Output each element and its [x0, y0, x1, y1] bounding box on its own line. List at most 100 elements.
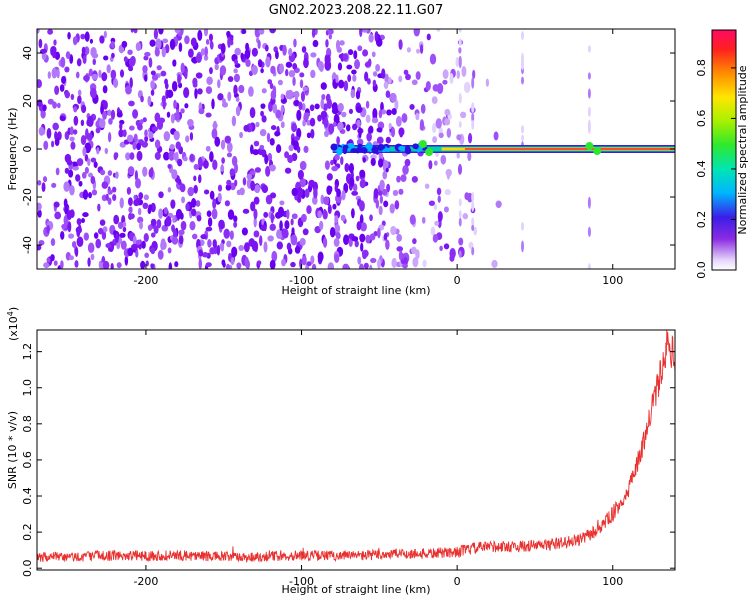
noise-speckle — [385, 136, 391, 144]
noise-speckle — [84, 31, 90, 42]
noise-speckle — [467, 151, 472, 162]
noise-speckle — [205, 112, 212, 118]
noise-speckle — [473, 226, 478, 236]
noise-speckle — [251, 47, 258, 57]
noise-speckle — [83, 46, 90, 56]
noise-speckle — [327, 262, 335, 269]
noise-speckle — [257, 260, 262, 266]
noise-speckle — [412, 257, 419, 268]
noise-speckle — [269, 164, 276, 172]
noise-speckle — [120, 240, 127, 250]
streak-speckle — [471, 224, 475, 231]
noise-speckle — [148, 131, 154, 139]
noise-speckle — [333, 237, 340, 247]
noise-speckle — [398, 39, 403, 50]
noise-speckle — [101, 181, 109, 189]
noise-speckle — [193, 175, 197, 182]
noise-speckle — [463, 81, 471, 93]
noise-speckle — [160, 240, 167, 250]
noise-speckle — [411, 246, 417, 255]
noise-speckle — [365, 114, 371, 124]
noise-speckle — [437, 211, 443, 222]
noise-speckle — [360, 222, 367, 232]
noise-speckle — [409, 214, 416, 225]
noise-speckle — [323, 117, 329, 129]
noise-speckle — [77, 89, 82, 97]
noise-speckle — [298, 101, 303, 111]
noise-speckle — [433, 160, 438, 166]
noise-speckle — [319, 220, 324, 231]
noise-speckle — [269, 138, 275, 146]
noise-speckle — [212, 239, 217, 248]
noise-speckle — [396, 246, 404, 252]
noise-speckle — [88, 68, 93, 77]
noise-speckle — [74, 246, 79, 257]
noise-speckle — [376, 136, 384, 145]
noise-speckle — [290, 261, 296, 268]
noise-speckle — [155, 38, 162, 50]
noise-speckle — [394, 99, 399, 110]
noise-speckle — [309, 104, 315, 112]
noise-speckle — [335, 39, 341, 51]
noise-speckle — [198, 258, 203, 269]
noise-speckle — [65, 51, 71, 59]
noise-speckle — [102, 100, 108, 110]
noise-speckle — [137, 123, 143, 131]
noise-speckle — [337, 102, 344, 112]
y-tick-label: 0 — [21, 146, 34, 153]
noise-speckle — [344, 162, 350, 173]
noise-speckle — [226, 240, 232, 248]
noise-speckle — [119, 69, 125, 78]
noise-speckle — [129, 152, 135, 160]
noise-speckle — [165, 215, 172, 227]
noise-speckle — [391, 257, 397, 268]
noise-speckle — [209, 247, 216, 255]
streak-speckle — [471, 102, 475, 110]
noise-speckle — [144, 51, 151, 57]
noise-speckle — [128, 206, 133, 213]
noise-speckle — [294, 99, 299, 106]
noise-speckle — [166, 111, 171, 118]
noise-speckle — [456, 70, 461, 79]
noise-speckle — [420, 103, 426, 114]
noise-speckle — [93, 161, 98, 169]
noise-speckle — [276, 241, 283, 250]
noise-speckle — [69, 136, 75, 142]
noise-speckle — [156, 65, 162, 71]
noise-speckle — [445, 168, 452, 177]
noise-speckle — [156, 119, 164, 130]
x-tick-label: -100 — [289, 575, 314, 588]
noise-speckle — [162, 38, 169, 44]
noise-speckle — [259, 144, 265, 150]
noise-speckle — [402, 165, 409, 175]
noise-speckle — [389, 203, 395, 214]
noise-speckle — [341, 111, 347, 118]
noise-speckle — [224, 135, 232, 144]
noise-speckle — [82, 146, 87, 157]
noise-speckle — [444, 118, 451, 126]
spectrogram-y-axis: -40 -20 0 20 40 — [21, 46, 675, 254]
noise-speckle — [419, 119, 425, 131]
streak-speckle — [458, 121, 462, 128]
noise-speckle — [150, 218, 157, 226]
noise-speckle — [144, 135, 149, 143]
noise-speckle — [175, 141, 182, 150]
noise-speckle — [60, 56, 66, 68]
noise-speckle — [260, 68, 264, 74]
noise-speckle — [154, 112, 161, 123]
noise-speckle — [270, 65, 276, 74]
noise-speckle — [68, 255, 74, 261]
noise-speckle — [378, 158, 384, 168]
noise-speckle — [329, 226, 336, 238]
noise-speckle — [253, 208, 258, 220]
noise-speckle — [150, 70, 156, 76]
noise-speckle — [378, 152, 384, 161]
noise-speckle — [100, 104, 104, 115]
noise-speckle — [217, 192, 222, 203]
noise-speckle — [116, 112, 123, 118]
noise-speckle — [197, 88, 203, 95]
noise-speckle — [217, 184, 223, 192]
noise-speckle — [200, 48, 205, 56]
noise-speckle — [362, 157, 366, 163]
noise-speckle — [110, 41, 115, 49]
